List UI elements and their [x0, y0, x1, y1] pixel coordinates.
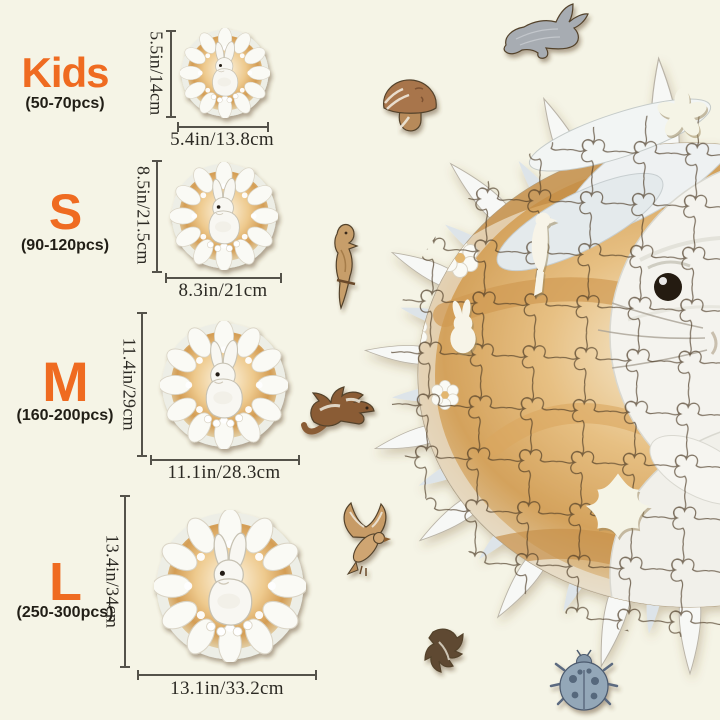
vertical-dimension-line-kids	[166, 30, 176, 118]
horizontal-dimension-line-m	[150, 455, 300, 465]
dragon-piece-icon	[301, 386, 375, 435]
horizontal-dimension-line-kids	[177, 122, 269, 132]
vertical-dimension-line-s	[152, 160, 162, 273]
piece-count-kids: (50-70pcs)	[25, 95, 105, 112]
puzzle-thumbnail-l	[153, 509, 308, 664]
piece-count-s: (90-120pcs)	[20, 237, 110, 254]
puzzle-cut-lines	[390, 113, 720, 637]
vertical-dimension-line-l	[120, 495, 130, 668]
height-dimension-s: 8.5in/21.5cm	[133, 166, 154, 265]
parrot-piece-icon	[334, 223, 359, 310]
puzzle-thumbnail-kids	[179, 27, 271, 119]
size-label-s: S	[48, 184, 82, 240]
jumping-rabbit-piece-icon	[503, 3, 589, 59]
size-label-kids: Kids	[21, 49, 109, 96]
horizontal-dimension-line-l	[137, 670, 317, 680]
ladybug-piece-icon	[549, 649, 619, 711]
vertical-dimension-line-m	[137, 312, 147, 457]
puzzle-thumbnail-m	[159, 320, 289, 450]
flying-bird-piece-icon	[343, 501, 391, 576]
height-dimension-m: 11.4in/29cm	[119, 337, 140, 431]
height-dimension-l: 13.4in/34cm	[102, 534, 123, 629]
full-puzzle-preview	[363, 56, 720, 675]
piece-count-l: (250-300pcs)	[16, 604, 114, 621]
width-dimension-s: 8.3in/21cm	[178, 280, 268, 301]
puzzle-thumbnail-s	[169, 161, 279, 271]
width-dimension-m: 11.1in/28.3cm	[167, 462, 281, 483]
width-dimension-l: 13.1in/33.2cm	[170, 678, 284, 699]
mushroom-piece-icon	[383, 79, 437, 132]
flame-leaf-piece-icon	[424, 628, 464, 673]
piece-count-m: (160-200pcs)	[16, 407, 114, 424]
size-label-m: M	[42, 350, 89, 413]
size-label-l: L	[49, 552, 82, 612]
height-dimension-kids: 5.5in/14cm	[146, 31, 167, 116]
width-dimension-kids: 5.4in/13.8cm	[170, 129, 274, 150]
horizontal-dimension-line-s	[165, 273, 282, 283]
